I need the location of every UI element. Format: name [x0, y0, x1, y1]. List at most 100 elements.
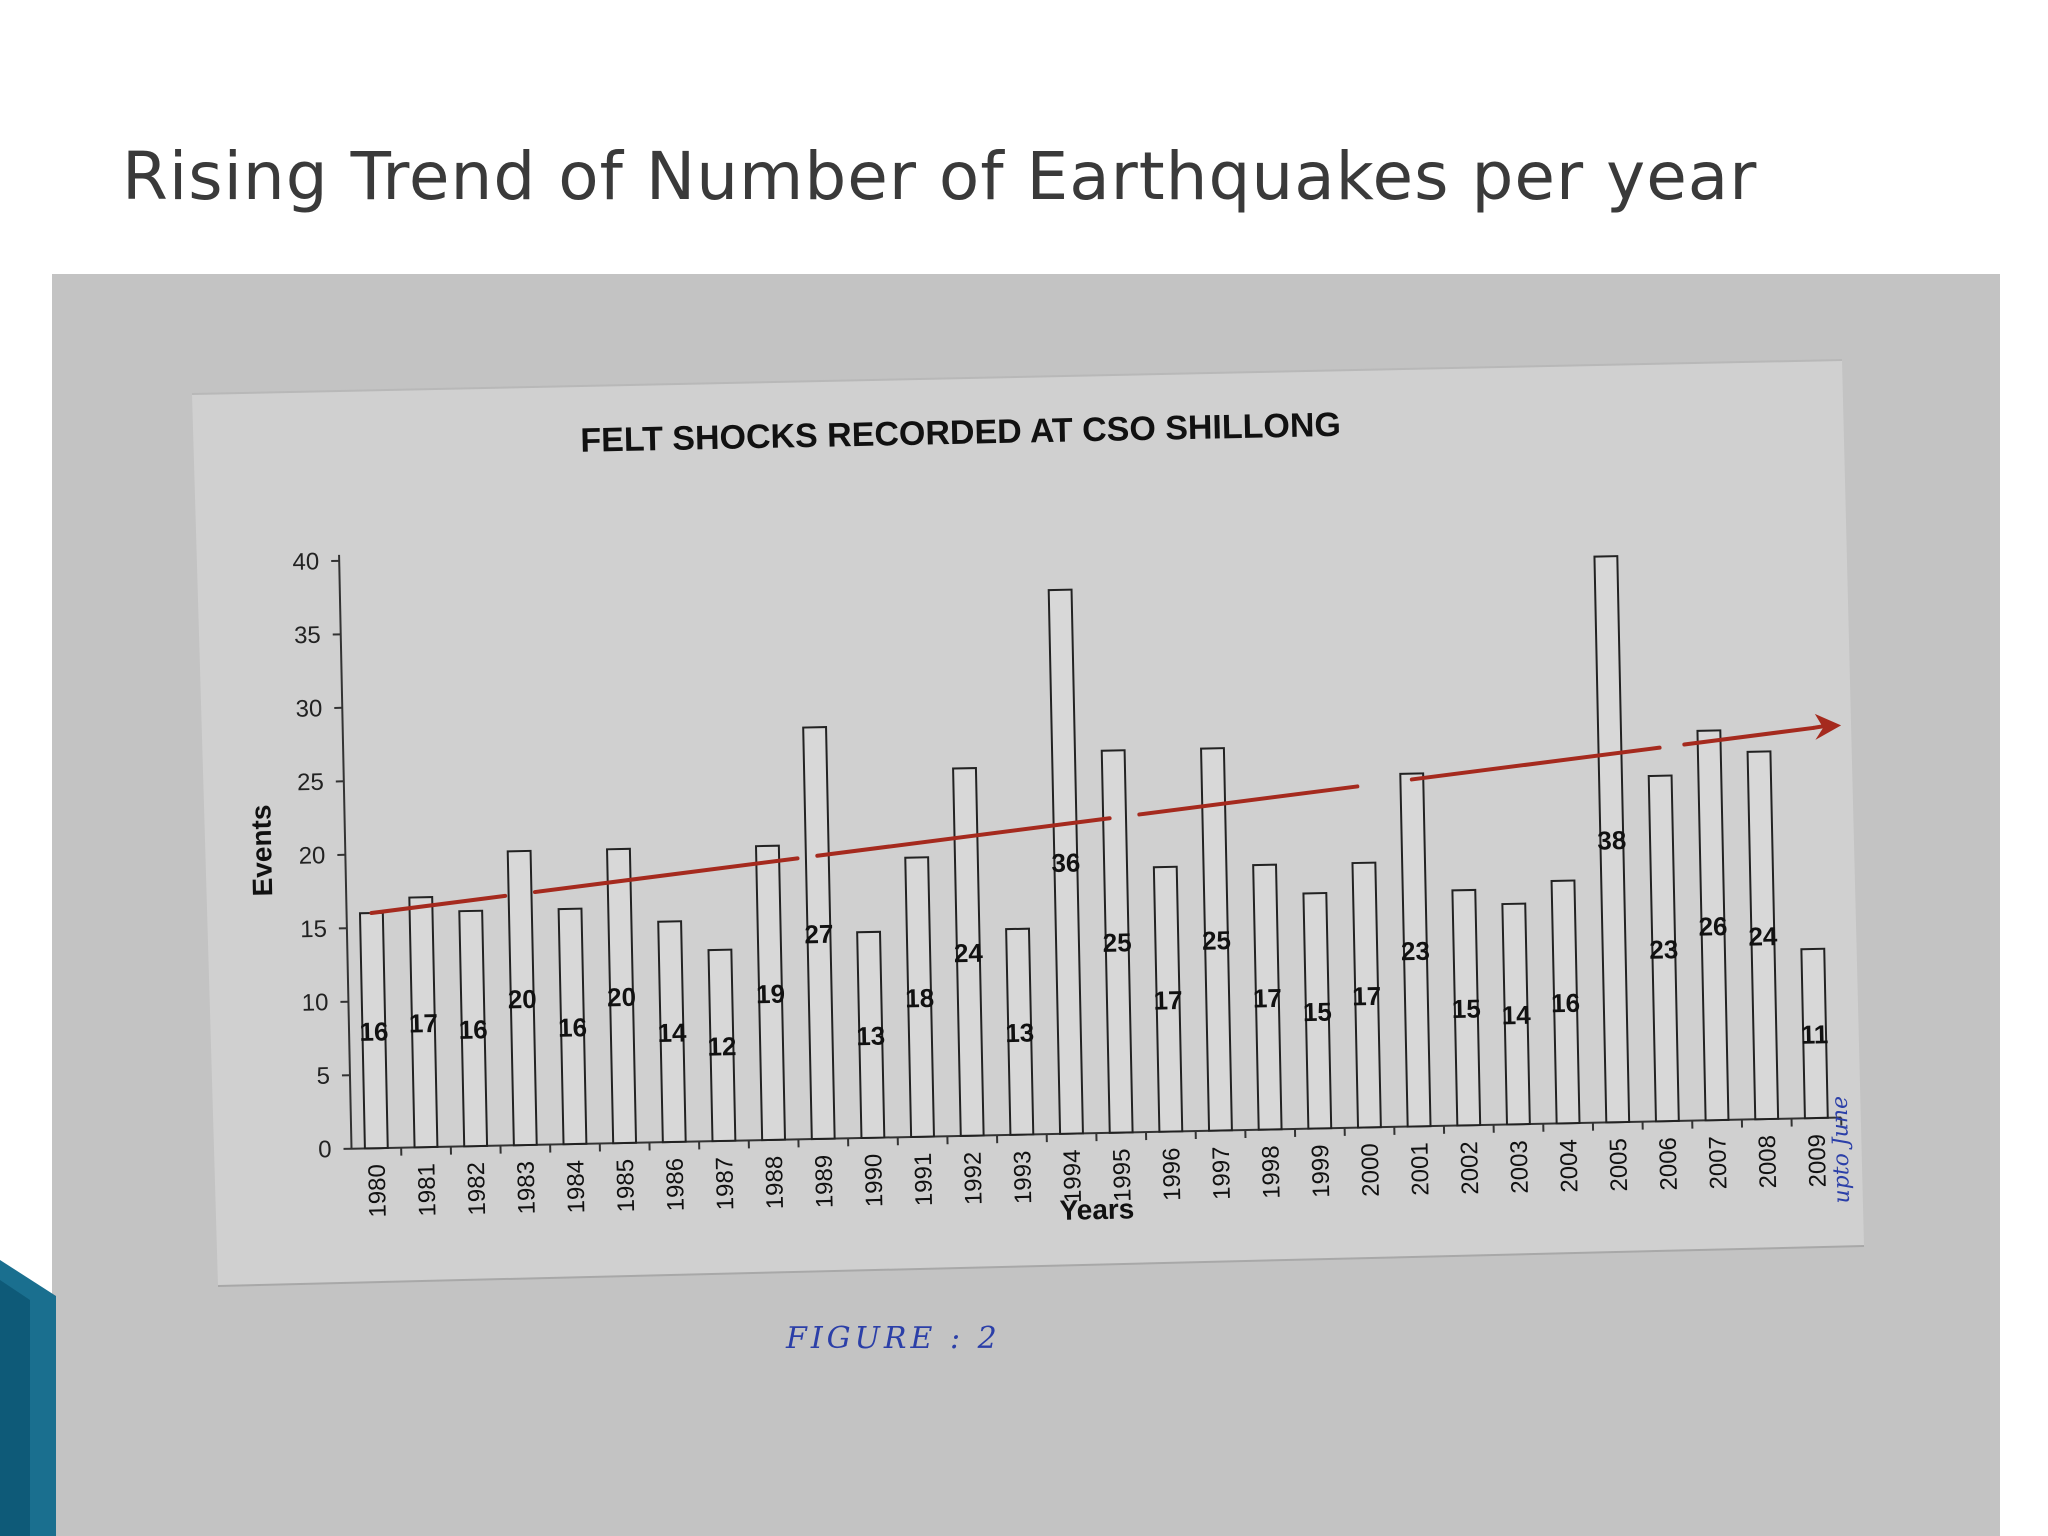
bar-data-label: 15: [1303, 997, 1333, 1028]
x-tick-label: 1999: [1307, 1144, 1335, 1198]
bar-data-label: 17: [1153, 985, 1183, 1016]
x-tick-label: 1985: [612, 1159, 640, 1213]
bar-data-label: 17: [409, 1008, 439, 1039]
bar-data-label: 24: [1748, 921, 1778, 952]
bar-data-label: 15: [1452, 993, 1482, 1024]
bar-data-label: 16: [558, 1012, 588, 1043]
bar-data-label: 23: [1649, 934, 1679, 965]
x-tick-label: 1990: [860, 1153, 888, 1207]
bar-data-label: 13: [856, 1021, 886, 1052]
x-tick-label: 1984: [562, 1160, 590, 1214]
bar-data-label: 14: [657, 1017, 687, 1048]
upto-june-note: upto June: [1828, 1096, 1855, 1204]
bar-data-label: 23: [1401, 936, 1431, 967]
bar-data-label: 25: [1202, 925, 1232, 956]
bar: [1152, 865, 1184, 1133]
chart-svg: FELT SHOCKS RECORDED AT CSO SHILLONG Eve…: [191, 359, 1865, 1356]
bar-data-label: 19: [756, 979, 786, 1010]
x-axis-title: Years: [1059, 1193, 1134, 1226]
x-tick-label: 1991: [910, 1152, 938, 1206]
bar-data-label: 20: [507, 984, 537, 1015]
y-tick-label: 30: [295, 695, 322, 723]
bar-data-label: 17: [1253, 983, 1283, 1014]
bar: [1550, 879, 1581, 1125]
paper-border-top: [191, 359, 1843, 395]
chart-root: FELT SHOCKS RECORDED AT CSO SHILLONG Eve…: [245, 406, 1855, 1226]
y-axis-title: Events: [245, 804, 278, 896]
corner-accent-shape: [0, 1260, 56, 1536]
x-tick-label: 2003: [1506, 1140, 1534, 1194]
bar-data-label: 27: [804, 919, 834, 950]
paper-border-bottom: [217, 1245, 1865, 1287]
bar: [1593, 555, 1631, 1124]
y-tick-label: 5: [316, 1063, 330, 1090]
trend-arrowhead: [1814, 713, 1842, 740]
x-tick-label: 1993: [1009, 1150, 1037, 1204]
x-tick-label: 1996: [1158, 1147, 1186, 1201]
x-tick-label: 1981: [413, 1163, 441, 1217]
x-tick-label: 1995: [1109, 1148, 1137, 1202]
x-tick-label: 1989: [811, 1155, 839, 1209]
bar-data-label: 14: [1501, 1000, 1531, 1031]
bar: [657, 920, 687, 1144]
trend-segment: [1682, 725, 1816, 747]
x-tick-label: 2008: [1754, 1135, 1782, 1189]
bar: [1746, 750, 1780, 1121]
bar: [606, 847, 638, 1145]
bar-data-label: 36: [1051, 847, 1081, 878]
x-tick-label: 2005: [1605, 1138, 1633, 1192]
x-tick-label: 1994: [1059, 1149, 1087, 1203]
bar: [408, 896, 439, 1149]
bar: [1100, 749, 1134, 1134]
x-tick-label: 2001: [1406, 1142, 1434, 1196]
bar: [1800, 947, 1829, 1120]
x-tick-label: 1982: [463, 1162, 491, 1216]
x-tick-label: 2007: [1704, 1136, 1732, 1190]
bar: [1696, 729, 1730, 1122]
trend-segment: [1812, 723, 1828, 730]
bar: [952, 767, 985, 1137]
bar: [802, 726, 836, 1141]
bar: [1047, 588, 1084, 1135]
bar-data-label: 20: [607, 982, 637, 1013]
x-tick-label: 1992: [960, 1151, 988, 1205]
x-tick-label: 2000: [1357, 1143, 1385, 1197]
bar: [1351, 861, 1382, 1129]
paper-sheet: [192, 360, 1864, 1286]
x-tick-label: 1983: [513, 1161, 541, 1215]
trend-line: [369, 713, 1842, 916]
bar-labels: 16 17 16 20 16 20 14 12 19 27 13 18 24 13 36 25 17 25 17 15…: [359, 825, 1829, 1062]
bar: [557, 907, 588, 1146]
x-tick-label: 1980: [364, 1164, 392, 1218]
bar: [707, 948, 737, 1143]
chart-photo: FELT SHOCKS RECORDED AT CSO SHILLONG Eve…: [52, 274, 2000, 1536]
bar-data-label: 12: [707, 1031, 737, 1062]
bar: [1200, 747, 1233, 1132]
x-tick-label: 1988: [761, 1156, 789, 1210]
bar: [506, 849, 538, 1147]
bar: [1302, 892, 1333, 1130]
trend-segment: [532, 856, 800, 895]
x-tick-label: 2009: [1804, 1134, 1832, 1188]
trend-segment: [1409, 745, 1662, 782]
bar-data-label: 18: [905, 983, 935, 1014]
figure-label: FIGURE : 2: [785, 1321, 1001, 1356]
bar: [754, 844, 787, 1142]
bar-data-label: 16: [359, 1016, 389, 1047]
bar-data-label: 26: [1698, 911, 1728, 942]
bar: [1501, 902, 1531, 1126]
bar: [1647, 774, 1680, 1123]
x-ticks: 1980 1981 1982 1983 1984 1985 1986 1987 1988 1989…: [364, 1117, 1843, 1218]
y-axis-line: [338, 554, 353, 1149]
x-tick-label: 2002: [1456, 1141, 1484, 1195]
y-tick-label: 25: [297, 769, 324, 797]
y-tick-label: 15: [300, 916, 327, 944]
x-tick-label: 2004: [1555, 1139, 1583, 1193]
x-tick-label: 1997: [1208, 1146, 1236, 1200]
trend-segment: [815, 816, 1112, 858]
bar: [904, 856, 935, 1139]
x-tick-label: 1987: [711, 1157, 739, 1211]
y-tick-label: 40: [292, 548, 319, 576]
y-tick-label: 10: [301, 989, 328, 1017]
bar: [1451, 888, 1482, 1127]
